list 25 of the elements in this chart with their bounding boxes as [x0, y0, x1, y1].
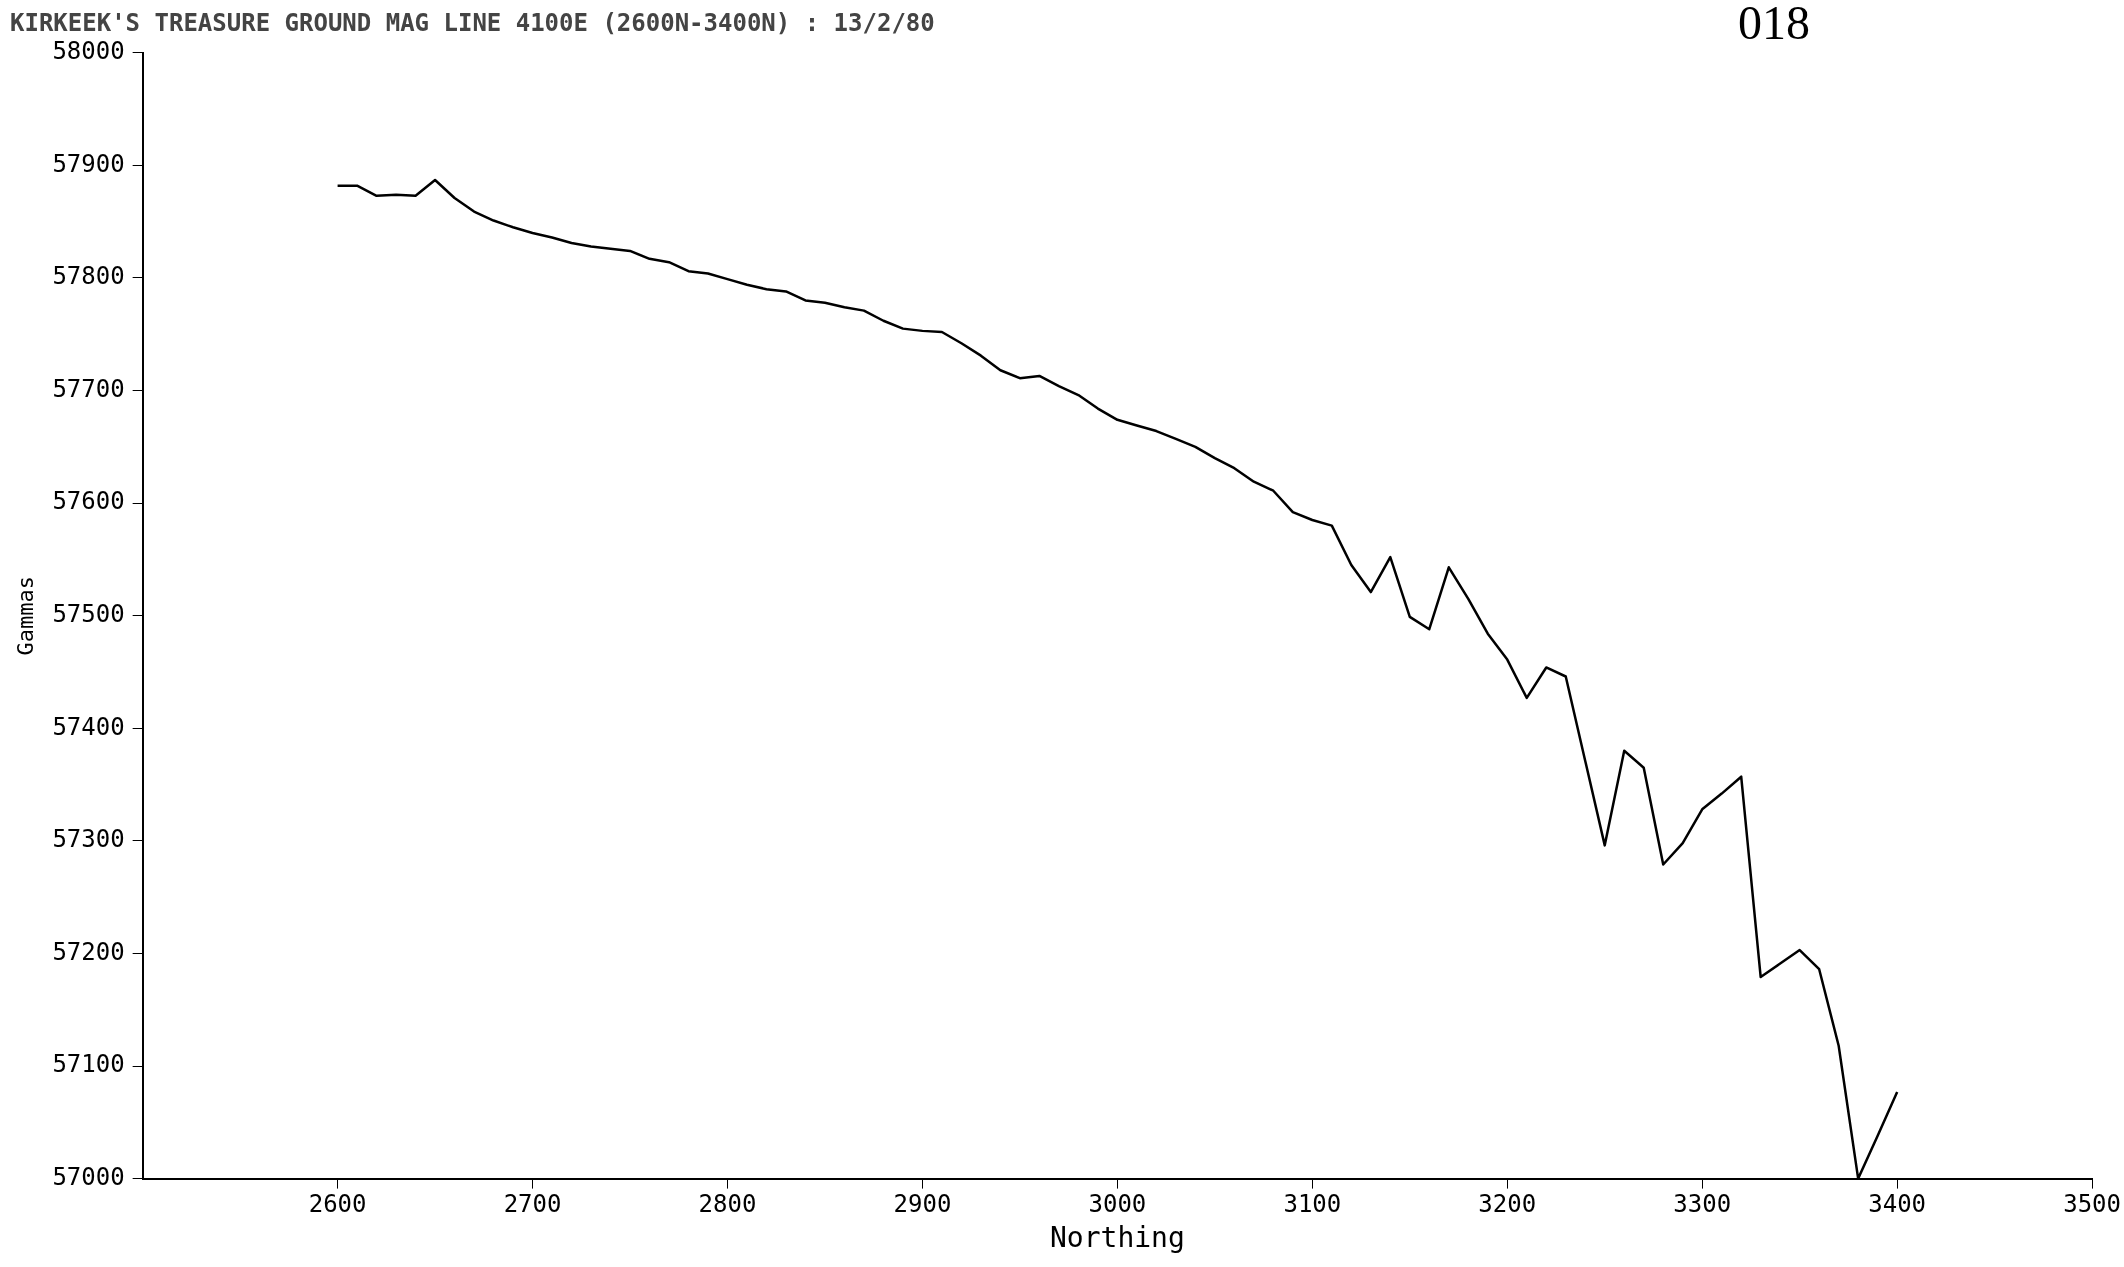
- x-tick-label: 3100: [1283, 1190, 1342, 1219]
- x-tick-label: 2900: [893, 1190, 952, 1219]
- y-axis-title: Gammas: [12, 575, 38, 656]
- x-tick-label: 3500: [2063, 1190, 2121, 1219]
- y-tick-label: 57100: [52, 1050, 125, 1079]
- x-tick-label: 3000: [1088, 1190, 1147, 1219]
- y-tick-label: 58000: [52, 37, 125, 66]
- y-tick-label: 57600: [52, 487, 125, 516]
- y-tick-label: 57500: [52, 599, 125, 628]
- x-tick-label: 2800: [698, 1190, 757, 1219]
- text: 018: [1738, 0, 1810, 49]
- y-tick-label: 57200: [52, 937, 125, 966]
- x-tick-label: 3200: [1478, 1190, 1537, 1219]
- x-axis-title: Northing: [1049, 1221, 1185, 1255]
- x-tick-label: 2700: [503, 1190, 562, 1219]
- y-tick-label: 57000: [52, 1162, 125, 1191]
- y-tick-label: 57700: [52, 374, 125, 403]
- y-tick-label: 57400: [52, 712, 125, 741]
- y-tick-label: 57900: [52, 149, 125, 178]
- x-tick-label: 3300: [1673, 1190, 1732, 1219]
- chart-title: KIRKEEK'S TREASURE GROUND MAG LINE 4100E (2600N-3400N) : 13/2/80: [10, 8, 935, 37]
- y-tick-label: 57800: [52, 262, 125, 291]
- y-tick-label: 57300: [52, 825, 125, 854]
- x-tick-label: 3400: [1868, 1190, 1927, 1219]
- x-tick-label: 2600: [308, 1190, 367, 1219]
